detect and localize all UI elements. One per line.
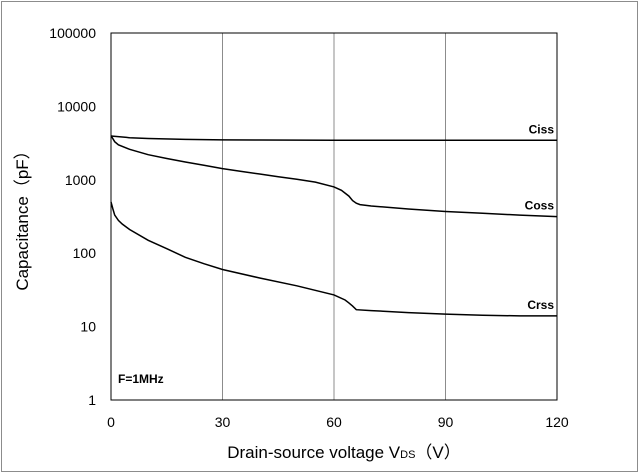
series-label-coss: Coss <box>525 199 555 213</box>
frequency-annotation: F=1MHz <box>118 372 164 386</box>
x-axis-label-main: Drain-source voltage V <box>227 443 401 462</box>
series-line-coss <box>110 135 558 218</box>
grid-lines <box>222 33 446 400</box>
x-tick-label: 60 <box>326 414 342 430</box>
y-tick-label: 1 <box>88 392 96 408</box>
series-lines <box>110 135 558 317</box>
x-axis-label-subscript: DS <box>400 449 415 461</box>
y-tick-label: 10 <box>80 319 96 335</box>
x-tick-label: 120 <box>545 414 569 430</box>
y-tick-label: 100000 <box>49 25 96 41</box>
y-tick-label: 1000 <box>65 172 96 188</box>
series-line-crss <box>110 201 557 317</box>
x-axis-label-unit: （V） <box>415 443 460 462</box>
x-axis-label: Drain-source voltage VDS（V） <box>227 443 461 462</box>
x-tick-labels: 0 30 60 90 120 <box>107 414 569 430</box>
series-labels: Ciss Coss Crss <box>525 122 555 312</box>
series-line-ciss <box>110 135 557 142</box>
x-tick-label: 90 <box>438 414 454 430</box>
x-tick-label: 0 <box>107 414 115 430</box>
y-tick-label: 10000 <box>57 98 96 114</box>
y-tick-labels: 1 10 100 1000 10000 100000 <box>49 25 96 408</box>
y-tick-label: 100 <box>73 245 97 261</box>
series-label-crss: Crss <box>527 298 554 312</box>
x-tick-label: 30 <box>215 414 231 430</box>
series-label-ciss: Ciss <box>529 122 555 136</box>
y-axis-label: Capacitance（pF） <box>13 142 32 290</box>
